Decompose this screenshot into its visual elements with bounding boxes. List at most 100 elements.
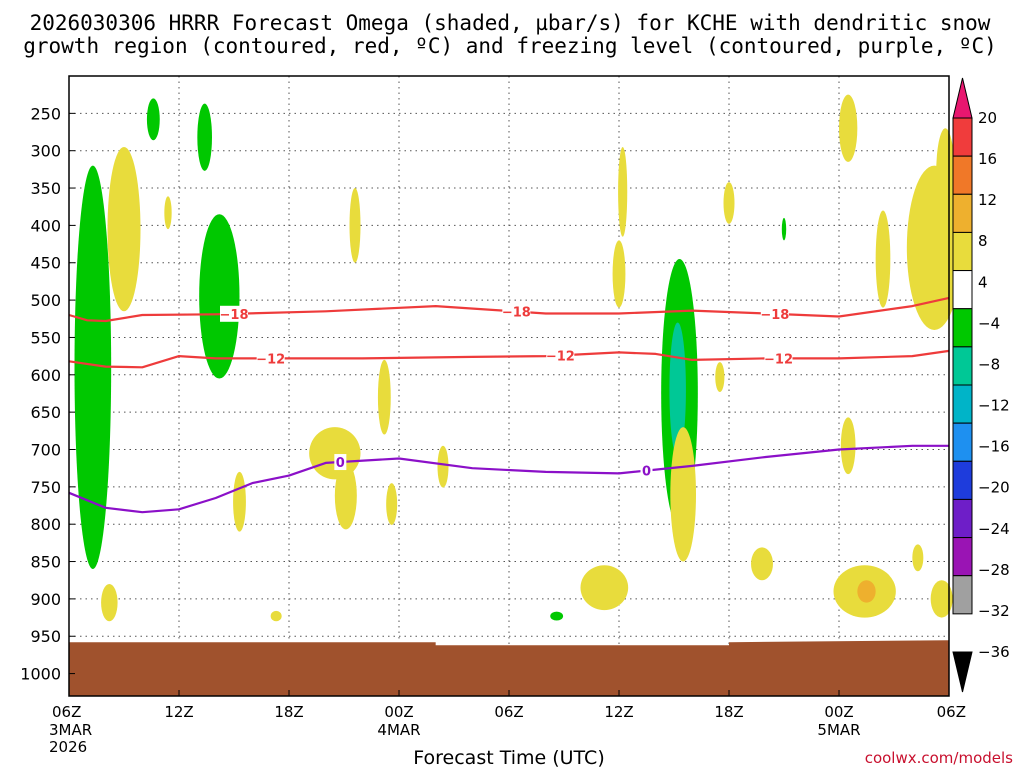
omega-region-32 — [930, 580, 953, 618]
omega-region-2 — [197, 103, 213, 171]
colorbar: 20 16 12 8 4 −4 −8 −12 −16 −20 −24 −28 −32 −36 — [952, 77, 1010, 693]
colorbar-swatch-8 — [952, 384, 973, 424]
x-tick-label-7: 00Z — [824, 703, 853, 721]
x-date-label-0-1: 2026 — [49, 738, 87, 756]
x-tick-label-6: 18Z — [714, 703, 743, 721]
y-tick-label-700: 700 — [30, 440, 61, 459]
y-axis-ticks: 250 300 350 400 450 500 550 600 650 700 750 800 850 9… — [20, 104, 75, 684]
y-tick-label-800: 800 — [30, 515, 61, 534]
colorbar-swatch-4 — [952, 231, 973, 272]
omega-region-8 — [107, 146, 141, 312]
contour-lines: −18 −18 −18 −12 −12 −12 0 0 — [68, 296, 950, 514]
omega-region-28 — [751, 547, 773, 581]
colorbar-swatch-5 — [952, 270, 973, 310]
y-tick-label-600: 600 — [30, 366, 61, 385]
x-axis-label: Forecast Time (UTC) — [413, 747, 604, 768]
colorbar-swatch-10 — [952, 460, 973, 500]
colorbar-label-2: 12 — [978, 191, 997, 209]
colorbar-swatch-9 — [952, 422, 973, 462]
colorbar-swatch-1 — [952, 117, 973, 157]
omega-region-10 — [349, 188, 361, 263]
colorbar-label-7: −12 — [978, 397, 1010, 415]
omega-region-31 — [936, 128, 955, 218]
x-date-label-0-0: 3MAR — [49, 721, 92, 739]
omega-region-13 — [334, 462, 357, 530]
colorbar-label-5: −4 — [978, 314, 1000, 332]
colorbar-label-10: −24 — [978, 520, 1010, 538]
y-tick-label-250: 250 — [30, 104, 61, 123]
x-date-label-2-0: 5MAR — [817, 721, 860, 739]
y-tick-label-350: 350 — [30, 179, 61, 198]
ground-surface — [69, 640, 949, 696]
chart-title-line2: growth region (contoured, red, ºC) and f… — [23, 34, 997, 58]
dgz-contour-label-bg-0-0 — [220, 305, 248, 322]
colorbar-label-11: −28 — [978, 561, 1010, 579]
omega-region-25 — [839, 94, 858, 162]
x-tick-label-4: 06Z — [494, 703, 523, 721]
omega-region-20 — [612, 240, 626, 308]
colorbar-swatch-2 — [952, 155, 973, 195]
omega-region-18 — [437, 445, 449, 488]
x-tick-label-3: 00Z — [384, 703, 413, 721]
colorbar-swatch-12 — [952, 537, 973, 577]
colorbar-swatch-7 — [952, 346, 973, 386]
omega-region-26 — [840, 417, 856, 475]
x-tick-label-5: 12Z — [604, 703, 633, 721]
colorbar-swatch-11 — [952, 498, 973, 539]
dgz-contour-label-bg-0-1 — [502, 303, 531, 320]
omega-region-6 — [781, 217, 787, 241]
x-tick-label-2: 18Z — [274, 703, 303, 721]
omega-region-3 — [199, 214, 240, 379]
colorbar-swatch-6 — [952, 308, 973, 348]
y-tick-label-550: 550 — [30, 328, 61, 347]
omega-region-34 — [857, 580, 876, 603]
colorbar-label-12: −32 — [978, 602, 1010, 620]
dgz-contour-label-bg-1-1 — [546, 347, 575, 364]
credit-text: coolwx.com/models — [865, 749, 1013, 767]
colorbar-label-8: −16 — [978, 438, 1010, 456]
colorbar-swatch-13 — [952, 575, 973, 615]
omega-region-24 — [715, 362, 725, 392]
omega-region-23 — [723, 182, 735, 224]
y-tick-label-950: 950 — [30, 627, 61, 646]
dgz-contour-label-0-1: −18 — [502, 306, 531, 321]
omega-region-16 — [101, 583, 118, 622]
y-tick-label-750: 750 — [30, 478, 61, 497]
y-tick-label-300: 300 — [30, 142, 61, 161]
dgz-contour-label-0-2: −18 — [760, 308, 789, 323]
y-tick-label-900: 900 — [30, 590, 61, 609]
colorbar-label-4: 4 — [978, 273, 988, 291]
colorbar-top-arrow — [952, 77, 973, 119]
plot-background — [69, 76, 949, 696]
colorbar-label-13: −36 — [978, 643, 1010, 661]
colorbar-label-1: 16 — [978, 150, 997, 168]
colorbar-label-3: 8 — [978, 232, 988, 250]
dgz-contour-label-bg-1-0 — [256, 350, 285, 367]
dgz-contour-label-1-0: −12 — [256, 352, 285, 367]
colorbar-label-6: −8 — [978, 355, 1000, 373]
dgz-contour-label-1-1: −12 — [546, 349, 575, 364]
y-tick-label-400: 400 — [30, 216, 61, 235]
omega-region-9 — [164, 196, 172, 230]
omega-region-1 — [146, 98, 160, 141]
dgz-contour-label-bg-0-2 — [760, 305, 789, 322]
freezing-level-contour-label-bg-0-0 — [334, 454, 347, 471]
y-tick-label-850: 850 — [30, 553, 61, 572]
omega-region-14 — [386, 483, 398, 525]
chart-title-line1: 2026030306 HRRR Forecast Omega (shaded, … — [30, 11, 991, 35]
omega-region-29 — [875, 210, 891, 308]
omega-region-11 — [377, 359, 391, 435]
colorbar-swatch-3 — [952, 193, 973, 233]
colorbar-label-0: 20 — [978, 109, 997, 127]
omega-region-22 — [670, 427, 697, 562]
freezing-level-contour-label-0-0: 0 — [336, 456, 345, 471]
ground-fill — [69, 640, 949, 696]
freezing-level-contour-label-bg-0-1 — [640, 462, 653, 479]
x-tick-label-0: 06Z — [52, 703, 81, 721]
x-date-label-1-0: 4MAR — [377, 721, 420, 739]
omega-region-7 — [550, 611, 564, 621]
dgz-contour-label-1-2: −12 — [764, 352, 793, 367]
omega-region-0 — [74, 165, 112, 570]
